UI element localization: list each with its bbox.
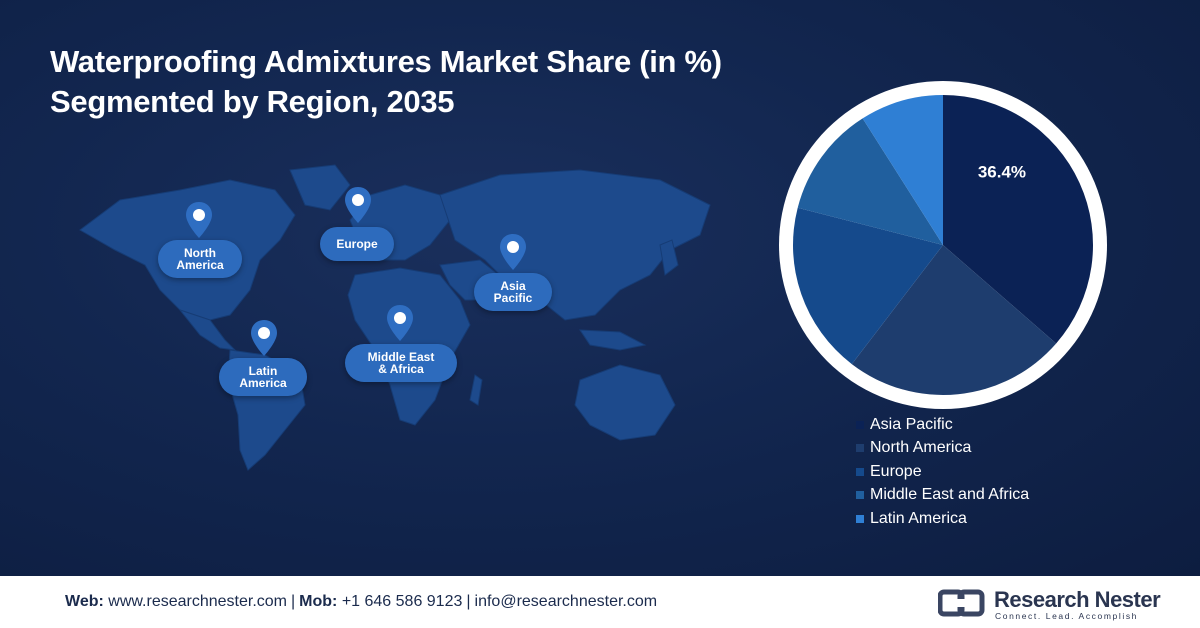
map-pin-icon — [186, 202, 212, 238]
pie-chart: 36.4% — [779, 81, 1107, 409]
region-label-latin-america: Latin America — [219, 358, 307, 396]
pie-slice-latin-america — [862, 95, 943, 245]
map-madagascar — [469, 374, 483, 406]
pie-slice-asia-pacific — [943, 95, 1093, 344]
legend-swatch — [856, 444, 864, 453]
legend-swatch — [856, 491, 864, 500]
chart-title: Waterproofing Admixtures Market Share (i… — [50, 42, 722, 122]
region-label-asia-pacific: Asia Pacific — [474, 273, 552, 311]
logo-tagline: Connect. Lead. Accomplish — [995, 611, 1139, 621]
world-map — [79, 164, 711, 471]
separator: | — [466, 593, 471, 610]
legend-swatch — [856, 514, 864, 523]
map-japan — [659, 239, 679, 276]
region-label-north-america: North America — [158, 240, 242, 278]
legend-item: Europe — [856, 460, 1029, 484]
logo-icon — [938, 589, 985, 617]
legend-label: Latin America — [870, 509, 967, 527]
map-indonesia — [579, 329, 647, 351]
legend-swatch — [856, 467, 864, 476]
pie-slice-middle-east-and-africa — [797, 118, 943, 245]
legend-label: Europe — [870, 462, 922, 480]
map-pin-icon — [387, 305, 413, 341]
map-australia — [574, 364, 676, 441]
title-line-2: Segmented by Region, 2035 — [50, 84, 455, 119]
legend-swatch — [856, 420, 864, 429]
legend-item: Asia Pacific — [856, 413, 1029, 437]
separator: | — [291, 593, 296, 610]
infographic-panel: Waterproofing Admixtures Market Share (i… — [0, 0, 1200, 576]
web-label: Web: — [65, 593, 104, 610]
pie-slice-north-america — [851, 245, 1057, 395]
legend-item: Latin America — [856, 507, 1029, 531]
map-central-america — [178, 308, 237, 351]
research-nester-logo[interactable]: Research Nester Connect. Lead. Accomplis… — [938, 584, 1161, 622]
pie-chart-container: 36.4% — [768, 80, 1118, 410]
map-pin-icon — [500, 234, 526, 270]
chart-legend: Asia Pacific North America Europe Middle Ea… — [856, 413, 1029, 531]
map-greenland — [289, 164, 351, 211]
map-pin-icon — [251, 320, 277, 356]
legend-label: Asia Pacific — [870, 415, 953, 433]
logo-name: Research Nester — [994, 587, 1161, 612]
footer: Web: www.researchnester.com | Mob: +1 646 … — [0, 576, 1200, 628]
map-pin-icon — [345, 187, 371, 223]
mob-label: Mob: — [299, 593, 338, 610]
pie-slice-europe — [793, 207, 943, 365]
legend-label: Middle East and Africa — [870, 486, 1030, 504]
web-link[interactable]: www.researchnester.com — [108, 593, 287, 610]
pie-data-label: 36.4% — [978, 163, 1026, 182]
legend-item: Middle East and Africa — [856, 484, 1029, 508]
contact-line: Web: www.researchnester.com | Mob: +1 646 … — [65, 593, 657, 611]
region-label-europe: Europe — [320, 227, 394, 261]
region-label-middle-east-africa: Middle East & Africa — [345, 344, 457, 382]
legend-label: North America — [870, 439, 972, 457]
title-line-1: Waterproofing Admixtures Market Share (i… — [50, 44, 722, 79]
mobile-number[interactable]: +1 646 586 9123 — [341, 593, 463, 610]
legend-item: North America — [856, 437, 1029, 461]
email-link[interactable]: info@researchnester.com — [474, 593, 658, 610]
